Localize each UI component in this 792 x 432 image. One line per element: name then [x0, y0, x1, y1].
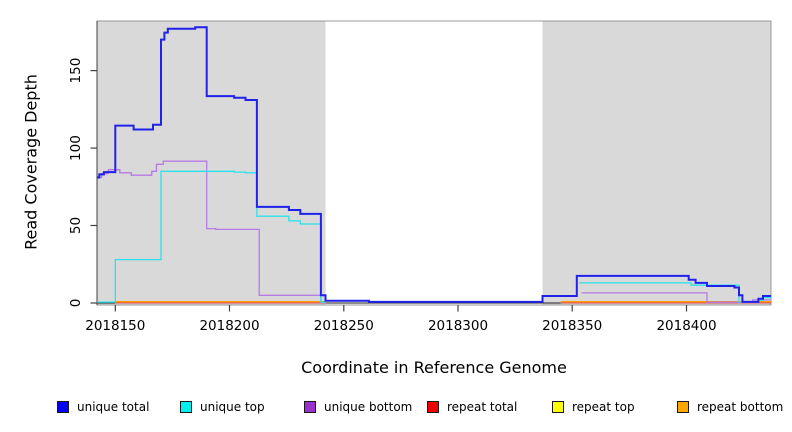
coverage-region-2 — [542, 21, 771, 305]
legend: unique total unique top unique bottom repea… — [0, 399, 792, 417]
legend-swatch-repeat-total — [427, 401, 439, 413]
coverage-region-1 — [325, 21, 543, 305]
legend-item-unique-total: unique total — [57, 399, 149, 415]
y-tick-label: 50 — [68, 217, 84, 234]
legend-label: unique bottom — [324, 400, 413, 414]
y-axis-title: Read Coverage Depth — [21, 74, 41, 250]
legend-item-repeat-top: repeat top — [552, 399, 635, 415]
legend-item-unique-bottom: unique bottom — [304, 399, 412, 415]
y-tick-label: 100 — [68, 135, 84, 161]
legend-label: repeat top — [572, 400, 635, 414]
legend-label: repeat bottom — [697, 400, 784, 414]
legend-swatch-repeat-bottom — [677, 401, 689, 413]
legend-label: unique top — [200, 400, 265, 414]
x-tick-label: 2018150 — [85, 318, 145, 334]
plot-line-unique-bottom — [97, 160, 326, 303]
legend-item-unique-top: unique top — [180, 399, 265, 415]
plot-line-unique-total — [97, 26, 771, 303]
x-tick-label: 2018350 — [542, 318, 602, 334]
y-tick-label: 0 — [68, 299, 84, 308]
y-tick-label: 150 — [68, 58, 84, 84]
legend-swatch-unique-bottom — [304, 401, 316, 413]
legend-swatch-unique-top — [180, 401, 192, 413]
x-axis-title: Coordinate in Reference Genome — [301, 358, 567, 377]
x-tick-label: 2018200 — [199, 318, 259, 334]
legend-item-repeat-total: repeat total — [427, 399, 517, 415]
x-tick-label: 2018250 — [314, 318, 374, 334]
legend-swatch-repeat-top — [552, 401, 564, 413]
plot-line-unique-bottom — [581, 292, 771, 303]
x-tick-label: 2018300 — [428, 318, 488, 334]
legend-item-repeat-bottom: repeat bottom — [677, 399, 783, 415]
legend-label: repeat total — [447, 400, 518, 414]
coverage-region-0 — [97, 21, 326, 305]
legend-label: unique total — [77, 400, 150, 414]
x-tick-label: 2018400 — [656, 318, 716, 334]
legend-swatch-unique-total — [57, 401, 69, 413]
plot-line-unique-top — [97, 170, 326, 303]
